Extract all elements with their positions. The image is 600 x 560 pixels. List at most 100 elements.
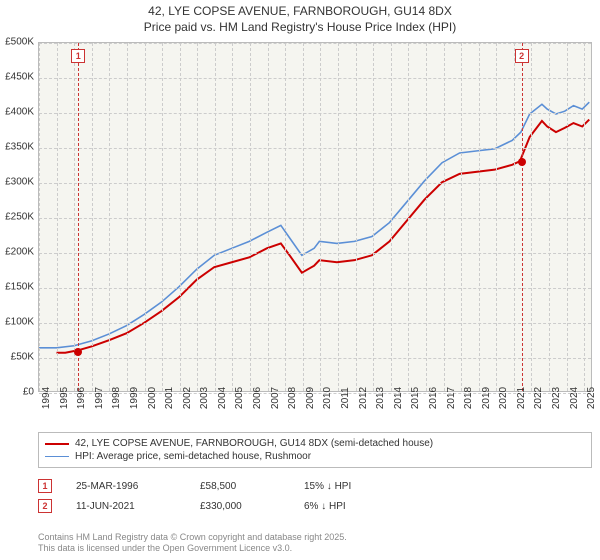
gridline-h bbox=[39, 148, 591, 149]
gridline-v bbox=[514, 43, 515, 391]
x-tick-label: 2020 bbox=[498, 387, 509, 409]
footer-note: Contains HM Land Registry data © Crown c… bbox=[38, 532, 592, 554]
chart-container: 42, LYE COPSE AVENUE, FARNBOROUGH, GU14 … bbox=[0, 0, 600, 560]
transaction-price: £330,000 bbox=[200, 501, 280, 512]
y-tick-label: £300K bbox=[5, 177, 34, 188]
transaction-date: 11-JUN-2021 bbox=[76, 501, 176, 512]
y-tick-label: £350K bbox=[5, 142, 34, 153]
transaction-date: 25-MAR-1996 bbox=[76, 481, 176, 492]
gridline-v bbox=[549, 43, 550, 391]
series-hpi bbox=[39, 102, 589, 348]
legend-label: HPI: Average price, semi-detached house,… bbox=[75, 451, 311, 462]
y-tick-label: £250K bbox=[5, 212, 34, 223]
y-tick-label: £500K bbox=[5, 37, 34, 48]
marker-dot-1 bbox=[74, 348, 82, 356]
x-tick-label: 2025 bbox=[586, 387, 597, 409]
x-tick-label: 2011 bbox=[340, 387, 351, 409]
x-tick-label: 2021 bbox=[516, 387, 527, 409]
x-tick-label: 2023 bbox=[551, 387, 562, 409]
x-tick-label: 1995 bbox=[59, 387, 70, 409]
gridline-h bbox=[39, 323, 591, 324]
gridline-v bbox=[268, 43, 269, 391]
y-tick-label: £450K bbox=[5, 72, 34, 83]
x-tick-label: 2004 bbox=[217, 387, 228, 409]
legend-swatch bbox=[45, 456, 69, 457]
footer-line-2: This data is licensed under the Open Gov… bbox=[38, 543, 592, 554]
gridline-h bbox=[39, 43, 591, 44]
gridline-v bbox=[197, 43, 198, 391]
transaction-rows: 125-MAR-1996£58,50015% ↓ HPI211-JUN-2021… bbox=[38, 476, 592, 516]
gridline-v bbox=[531, 43, 532, 391]
gridline-v bbox=[356, 43, 357, 391]
title-block: 42, LYE COPSE AVENUE, FARNBOROUGH, GU14 … bbox=[0, 0, 600, 35]
x-tick-label: 2013 bbox=[375, 387, 386, 409]
transaction-row-2: 2 11-JUN-2021 £330,000 6% ↓ HPI bbox=[38, 496, 592, 516]
y-tick-label: £0 bbox=[23, 387, 34, 398]
gridline-v bbox=[496, 43, 497, 391]
legend-row-hpi: HPI: Average price, semi-detached house,… bbox=[45, 450, 585, 463]
gridline-v bbox=[391, 43, 392, 391]
gridline-v bbox=[74, 43, 75, 391]
gridline-v bbox=[567, 43, 568, 391]
gridline-v bbox=[180, 43, 181, 391]
x-tick-label: 2000 bbox=[147, 387, 158, 409]
x-tick-label: 2024 bbox=[569, 387, 580, 409]
marker-badge-1: 1 bbox=[71, 49, 85, 63]
transaction-delta: 6% ↓ HPI bbox=[304, 501, 404, 512]
x-tick-label: 2017 bbox=[446, 387, 457, 409]
gridline-v bbox=[109, 43, 110, 391]
transaction-badge: 2 bbox=[38, 499, 52, 513]
legend-swatch bbox=[45, 443, 69, 445]
transaction-price: £58,500 bbox=[200, 481, 280, 492]
x-tick-label: 2002 bbox=[182, 387, 193, 409]
footer-line-1: Contains HM Land Registry data © Crown c… bbox=[38, 532, 592, 543]
gridline-h bbox=[39, 78, 591, 79]
transaction-row-1: 125-MAR-1996£58,50015% ↓ HPI bbox=[38, 476, 592, 496]
x-tick-label: 1998 bbox=[111, 387, 122, 409]
y-tick-label: £400K bbox=[5, 107, 34, 118]
gridline-v bbox=[162, 43, 163, 391]
marker-dot-2 bbox=[518, 158, 526, 166]
y-tick-label: £200K bbox=[5, 247, 34, 258]
gridline-v bbox=[320, 43, 321, 391]
transaction-delta: 15% ↓ HPI bbox=[304, 481, 404, 492]
x-tick-label: 2008 bbox=[287, 387, 298, 409]
gridline-v bbox=[39, 43, 40, 391]
x-tick-label: 2012 bbox=[358, 387, 369, 409]
gridline-h bbox=[39, 288, 591, 289]
gridline-v bbox=[127, 43, 128, 391]
legend-label: 42, LYE COPSE AVENUE, FARNBOROUGH, GU14 … bbox=[75, 438, 433, 449]
legend-row-price_paid: 42, LYE COPSE AVENUE, FARNBOROUGH, GU14 … bbox=[45, 437, 585, 450]
title-line-1: 42, LYE COPSE AVENUE, FARNBOROUGH, GU14 … bbox=[0, 4, 600, 20]
gridline-v bbox=[584, 43, 585, 391]
x-tick-label: 1997 bbox=[94, 387, 105, 409]
gridline-v bbox=[338, 43, 339, 391]
gridline-v bbox=[426, 43, 427, 391]
title-line-2: Price paid vs. HM Land Registry's House … bbox=[0, 20, 600, 36]
x-tick-label: 2010 bbox=[322, 387, 333, 409]
x-tick-label: 1994 bbox=[41, 387, 52, 409]
x-tick-label: 1996 bbox=[76, 387, 87, 409]
x-tick-label: 2019 bbox=[481, 387, 492, 409]
gridline-h bbox=[39, 358, 591, 359]
gridline-v bbox=[373, 43, 374, 391]
x-tick-label: 2006 bbox=[252, 387, 263, 409]
y-axis: £0£50K£100K£150K£200K£250K£300K£350K£400… bbox=[0, 42, 36, 392]
x-tick-label: 1999 bbox=[129, 387, 140, 409]
gridline-v bbox=[57, 43, 58, 391]
gridline-v bbox=[215, 43, 216, 391]
legend: 42, LYE COPSE AVENUE, FARNBOROUGH, GU14 … bbox=[38, 432, 592, 468]
gridline-h bbox=[39, 218, 591, 219]
gridline-v bbox=[92, 43, 93, 391]
x-tick-label: 2005 bbox=[234, 387, 245, 409]
gridline-v bbox=[145, 43, 146, 391]
series-price_paid bbox=[57, 120, 590, 353]
marker-line-2 bbox=[522, 43, 523, 391]
gridline-h bbox=[39, 183, 591, 184]
x-tick-label: 2009 bbox=[305, 387, 316, 409]
gridline-v bbox=[285, 43, 286, 391]
y-tick-label: £150K bbox=[5, 282, 34, 293]
gridline-h bbox=[39, 253, 591, 254]
x-axis: 1994199519961997199819992000200120022003… bbox=[38, 396, 592, 432]
gridline-v bbox=[444, 43, 445, 391]
